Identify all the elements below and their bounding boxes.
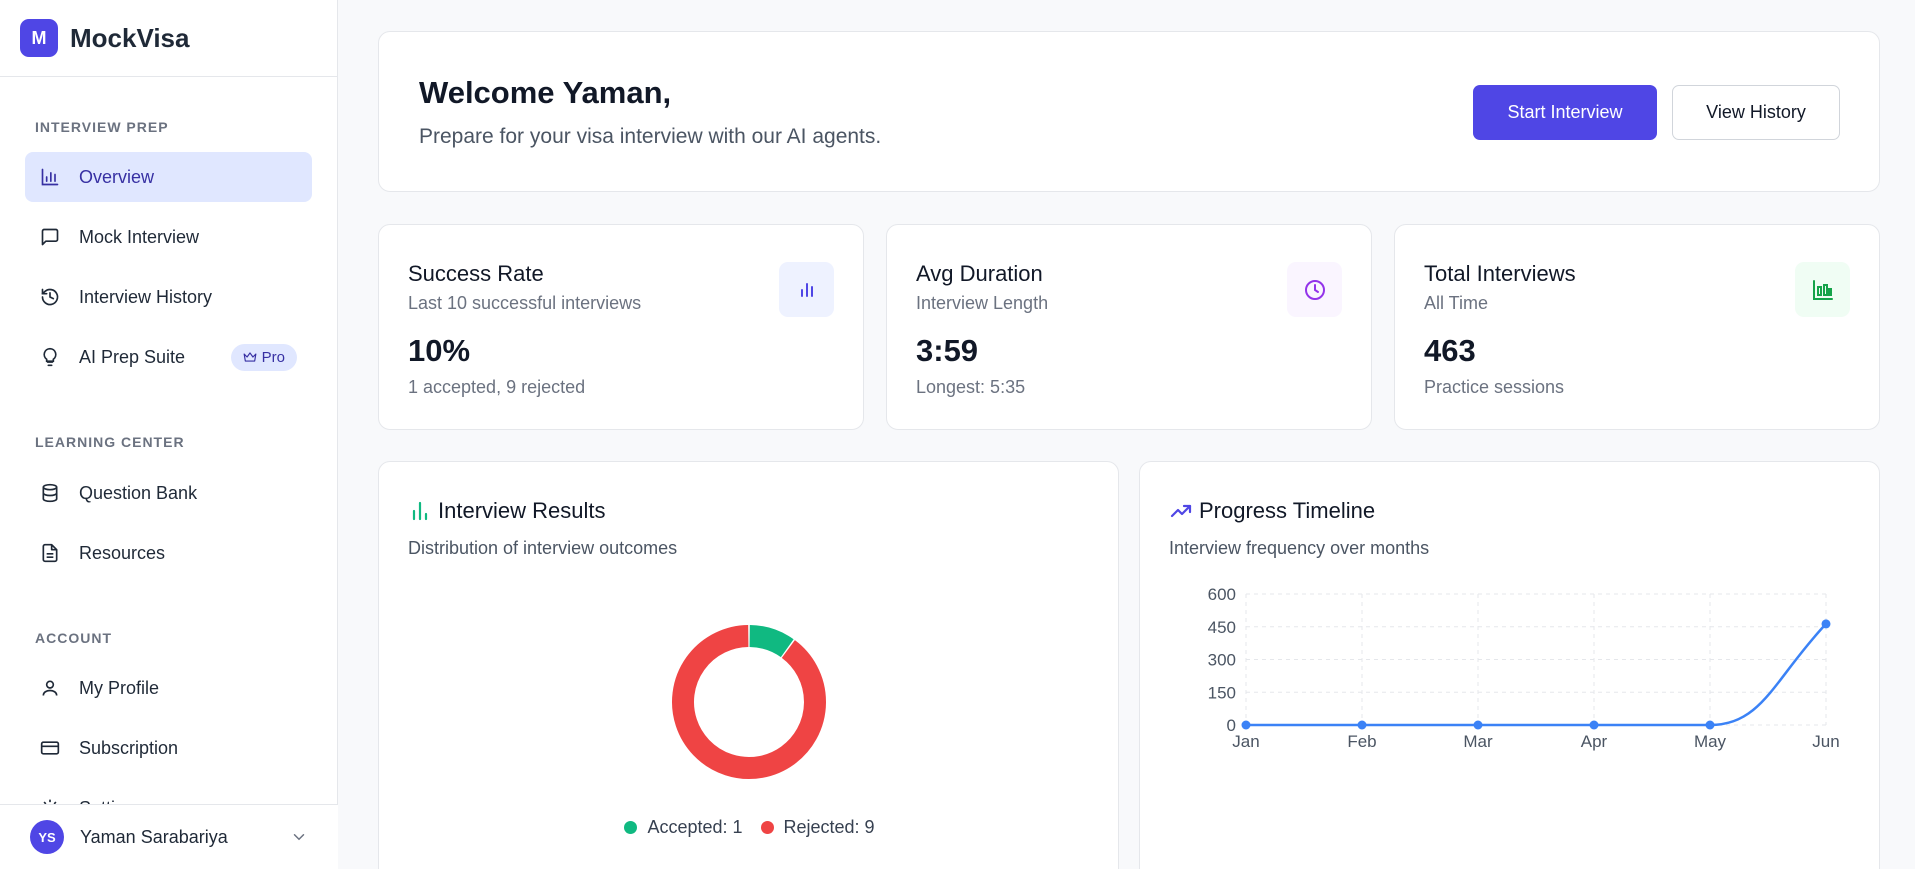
- sidebar-item-label: Resources: [79, 542, 166, 563]
- x-tick-label: Feb: [1347, 732, 1376, 751]
- series-line: [1246, 623, 1827, 727]
- x-tick-label: May: [1694, 732, 1727, 751]
- stat-title: Success Rate: [408, 261, 544, 286]
- data-point[interactable]: [1241, 720, 1251, 730]
- sidebar-item-label: Question Bank: [79, 482, 198, 503]
- sidebar-item-ai-prep-suite[interactable]: AI Prep Suite Pro: [25, 332, 312, 382]
- legend-item-rejected[interactable]: Rejected: 9: [760, 817, 875, 838]
- data-point[interactable]: [1589, 720, 1599, 730]
- sidebar-item-label: Interview History: [79, 286, 213, 307]
- donut-slice-accepted[interactable]: [749, 625, 794, 658]
- y-tick-label: 450: [1208, 618, 1236, 637]
- legend-dot: [624, 821, 638, 834]
- stat-subtitle: Interview Length: [916, 293, 1049, 313]
- user-name: Yaman Sarabariya: [80, 826, 228, 847]
- sidebar-item-label: Subscription: [79, 737, 179, 758]
- view-history-button[interactable]: View History: [1672, 85, 1840, 140]
- y-tick-label: 300: [1208, 651, 1236, 670]
- sidebar-item-overview[interactable]: Overview: [25, 152, 312, 202]
- welcome-card: Welcome Yaman, Prepare for your visa int…: [378, 31, 1880, 192]
- pro-badge-label: Pro: [261, 348, 285, 366]
- sidebar-item-label: Overview: [79, 166, 155, 187]
- avatar: YS: [30, 820, 64, 854]
- panel-title: Progress Timeline: [1199, 498, 1376, 523]
- sidebar-item-resources[interactable]: Resources: [25, 528, 312, 578]
- sidebar-item-label: Mock Interview: [79, 226, 200, 247]
- brand-logo: M: [20, 19, 58, 57]
- user-icon: [39, 677, 61, 699]
- brand[interactable]: M MockVisa: [0, 0, 337, 77]
- stat-detail: Longest: 5:35: [916, 377, 1026, 397]
- interview-results-panel: Interview Results Distribution of interv…: [378, 461, 1119, 869]
- panel-subtitle: Distribution of interview outcomes: [408, 538, 678, 558]
- line-chart: 0 150 300 450 600 Jan Feb Mar Apr May Jun: [1208, 585, 1840, 751]
- y-tick-label: 150: [1208, 683, 1236, 702]
- sidebar: M MockVisa INTERVIEW PREP Overview Mock …: [0, 0, 338, 869]
- panel-subtitle: Interview frequency over months: [1169, 538, 1430, 558]
- stat-card-success-rate: Success Rate Last 10 successful intervie…: [378, 224, 864, 430]
- lightbulb-icon: [39, 346, 61, 368]
- sidebar-item-label: AI Prep Suite: [79, 346, 186, 367]
- stat-subtitle: All Time: [1424, 293, 1489, 313]
- trending-up-icon: [1170, 504, 1192, 518]
- legend-label: Accepted: 1: [647, 817, 743, 837]
- legend-label: Rejected: 9: [783, 817, 875, 837]
- bar-chart-icon: [779, 262, 834, 317]
- legend-dot: [760, 821, 774, 834]
- stat-card-total-interviews: Total Interviews All Time 463 Practice s…: [1394, 224, 1880, 430]
- donut-chart: [672, 625, 826, 779]
- sidebar-item-mock-interview[interactable]: Mock Interview: [25, 212, 312, 262]
- data-point[interactable]: [1357, 720, 1367, 730]
- stat-value: 3:59: [916, 333, 979, 368]
- sidebar-item-my-profile[interactable]: My Profile: [25, 663, 312, 713]
- chart-legend: Accepted: 1 Rejected: 9: [379, 817, 1120, 838]
- data-point[interactable]: [1821, 619, 1831, 629]
- progress-timeline-panel: Progress Timeline Interview frequency ov…: [1139, 461, 1880, 869]
- pro-badge: Pro: [230, 343, 297, 371]
- stat-title: Avg Duration: [916, 261, 1043, 286]
- stat-card-avg-duration: Avg Duration Interview Length 3:59 Longe…: [886, 224, 1372, 430]
- x-tick-label: Apr: [1581, 732, 1608, 751]
- chart-bars-icon: [1795, 262, 1850, 317]
- data-point[interactable]: [1705, 720, 1715, 730]
- stat-detail: Practice sessions: [1424, 377, 1565, 397]
- crown-icon: [243, 352, 257, 362]
- section-title-interview-prep: INTERVIEW PREP: [35, 119, 169, 135]
- database-icon: [39, 482, 61, 504]
- bar-chart-icon: [39, 166, 61, 188]
- data-point[interactable]: [1473, 720, 1483, 730]
- panel-title: Interview Results: [438, 498, 606, 523]
- x-tick-label: Jun: [1812, 732, 1839, 751]
- sidebar-item-question-bank[interactable]: Question Bank: [25, 468, 312, 518]
- clock-icon: [1287, 262, 1342, 317]
- bar-chart-icon: [412, 501, 428, 521]
- credit-card-icon: [39, 737, 61, 759]
- start-interview-button[interactable]: Start Interview: [1473, 85, 1657, 140]
- sidebar-item-label: My Profile: [79, 677, 160, 698]
- stat-value: 463: [1424, 333, 1476, 368]
- section-title-account: ACCOUNT: [35, 630, 112, 646]
- stat-title: Total Interviews: [1424, 261, 1576, 286]
- sidebar-item-interview-history[interactable]: Interview History: [25, 272, 312, 322]
- y-tick-label: 0: [1227, 716, 1236, 735]
- section-title-learning-center: LEARNING CENTER: [35, 434, 185, 450]
- stat-value: 10%: [408, 333, 471, 368]
- brand-name: MockVisa: [70, 22, 190, 53]
- y-tick-label: 600: [1208, 585, 1236, 604]
- welcome-title: Welcome Yaman,: [419, 75, 672, 110]
- user-menu[interactable]: YS Yaman Sarabariya: [0, 804, 338, 869]
- stat-detail: 1 accepted, 9 rejected: [408, 377, 586, 397]
- x-tick-label: Jan: [1232, 732, 1259, 751]
- stat-subtitle: Last 10 successful interviews: [408, 293, 642, 313]
- sidebar-item-subscription[interactable]: Subscription: [25, 723, 312, 773]
- history-icon: [39, 286, 61, 308]
- welcome-subtitle: Prepare for your visa interview with our…: [419, 125, 882, 148]
- donut-slice-rejected[interactable]: [672, 625, 826, 779]
- chevron-down-icon[interactable]: [290, 828, 308, 846]
- x-tick-label: Mar: [1463, 732, 1493, 751]
- file-text-icon: [39, 542, 61, 564]
- message-square-icon: [39, 226, 61, 248]
- legend-item-accepted[interactable]: Accepted: 1: [624, 817, 743, 838]
